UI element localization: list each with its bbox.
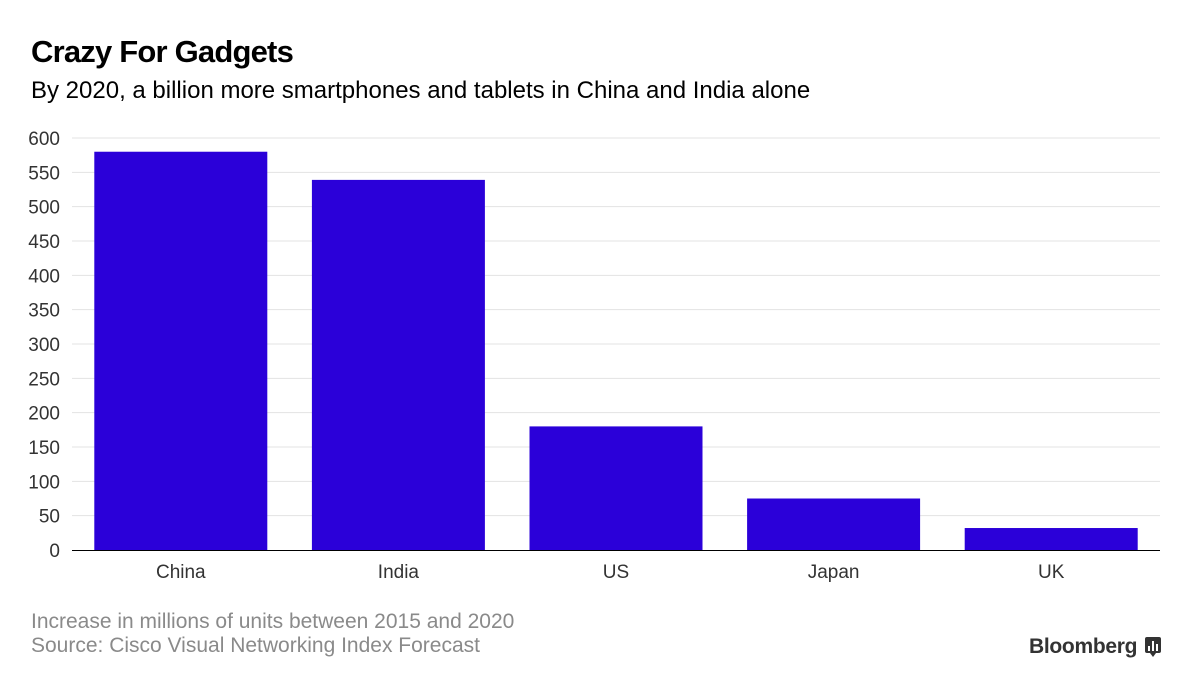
y-tick-label: 450 — [28, 232, 60, 253]
bars — [94, 151, 1138, 551]
y-tick-label: 550 — [28, 163, 60, 184]
chart-title: Crazy For Gadgets — [31, 34, 294, 69]
y-tick-label: 400 — [28, 266, 60, 287]
y-axis-ticks: 0 50 100 150 200 250 300 350 400 450 500 550 600 — [28, 129, 60, 562]
bar-japan — [747, 498, 921, 550]
brand-logo: Bloomberg — [1029, 634, 1162, 660]
bar-chart: 0 50 100 150 200 250 300 350 400 450 500 550 600 Chi… — [28, 129, 1160, 583]
x-tick-label: Japan — [808, 562, 860, 583]
x-tick-label: India — [378, 562, 420, 583]
y-tick-label: 300 — [28, 335, 60, 356]
y-tick-label: 50 — [39, 507, 60, 528]
x-tick-label: China — [156, 562, 206, 583]
bloomberg-chart-icon — [1145, 637, 1162, 657]
x-axis-ticks: China India US Japan UK — [156, 562, 1065, 583]
y-tick-label: 100 — [28, 472, 60, 493]
bar-us — [529, 426, 703, 550]
source-note: Source: Cisco Visual Networking Index Fo… — [31, 634, 480, 657]
y-tick-label: 150 — [28, 438, 60, 459]
bar-india — [311, 179, 485, 551]
x-tick-label: US — [603, 562, 629, 583]
x-tick-label: UK — [1038, 562, 1065, 583]
bar-uk — [964, 528, 1138, 550]
y-tick-label: 0 — [49, 541, 60, 562]
bar-china — [94, 151, 268, 550]
brand-name: Bloomberg — [1029, 635, 1138, 658]
chart-subtitle: By 2020, a billion more smartphones and … — [31, 77, 811, 104]
units-note: Increase in millions of units between 20… — [31, 610, 515, 633]
y-tick-label: 250 — [28, 369, 60, 390]
y-tick-label: 200 — [28, 404, 60, 425]
y-tick-label: 350 — [28, 301, 60, 322]
y-tick-label: 500 — [28, 198, 60, 219]
y-tick-label: 600 — [28, 129, 60, 150]
